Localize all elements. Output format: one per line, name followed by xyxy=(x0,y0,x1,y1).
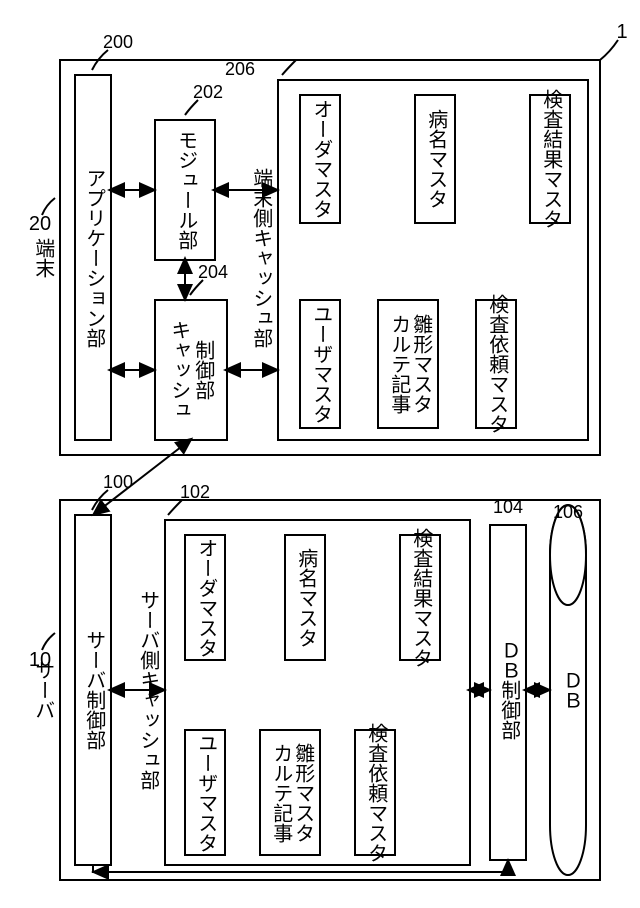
ref-202: 202 xyxy=(193,82,223,102)
svg-text:ユーザマスタ: ユーザマスタ xyxy=(310,304,332,424)
svg-text:雛形マスタ: 雛形マスタ xyxy=(292,743,315,843)
terminal-label: 端末 xyxy=(32,238,55,278)
leader-10 xyxy=(42,633,55,650)
ref-104: 104 xyxy=(493,497,523,517)
ref-system: 1 xyxy=(616,21,627,43)
leader-206 xyxy=(282,60,296,75)
ref-206: 206 xyxy=(225,59,255,79)
svg-text:オーダマスタ: オーダマスタ xyxy=(310,99,332,219)
dbctrl-label: ＤＢ制御部 xyxy=(498,640,521,740)
db-cylinder: ＤＢ xyxy=(550,505,586,875)
svg-text:ユーザマスタ: ユーザマスタ xyxy=(195,733,217,853)
cachectrl-label-2: 制御部 xyxy=(192,340,215,400)
leader-system xyxy=(600,40,618,60)
ref-102: 102 xyxy=(180,482,210,502)
svg-text:雛形マスタ: 雛形マスタ xyxy=(410,314,433,414)
leader-204 xyxy=(190,280,203,295)
svg-text:病名マスタ: 病名マスタ xyxy=(425,109,448,209)
leader-202 xyxy=(185,100,198,115)
term-cache-label: 端末側キャッシュ部 xyxy=(250,168,273,348)
svg-text:検査依頼マスタ: 検査依頼マスタ xyxy=(365,723,388,863)
cachectrl-label-1: キャッシュ xyxy=(168,320,190,420)
svg-text:検査結果マスタ: 検査結果マスタ xyxy=(410,528,433,668)
term-masters-left: ユーザマスタ カルテ記事 雛形マスタ 検査依頼マスタ xyxy=(300,294,516,434)
ref-20: 20 xyxy=(29,213,51,235)
svg-text:オーダマスタ: オーダマスタ xyxy=(195,538,217,658)
module-label: モジュール部 xyxy=(175,130,197,250)
term-masters-right: 検査結果マスタ 病名マスタ オーダマスタ xyxy=(300,89,570,229)
db-label: ＤＢ xyxy=(560,670,582,710)
ref-10: 10 xyxy=(29,649,51,671)
server-ctrl-label: サーバ制御部 xyxy=(83,630,106,750)
svg-text:病名マスタ: 病名マスタ xyxy=(295,548,318,648)
ref-200: 200 xyxy=(103,32,133,52)
ref-204: 204 xyxy=(198,262,228,282)
svg-text:検査依頼マスタ: 検査依頼マスタ xyxy=(486,294,509,434)
ref-106: 106 xyxy=(553,502,583,522)
app-label: アプリケーション部 xyxy=(83,168,105,348)
svg-text:検査結果マスタ: 検査結果マスタ xyxy=(540,89,563,229)
svg-text:カルテ記事: カルテ記事 xyxy=(270,743,293,843)
leader-102 xyxy=(168,500,182,515)
ref-100: 100 xyxy=(103,472,133,492)
svg-text:カルテ記事: カルテ記事 xyxy=(388,314,411,414)
